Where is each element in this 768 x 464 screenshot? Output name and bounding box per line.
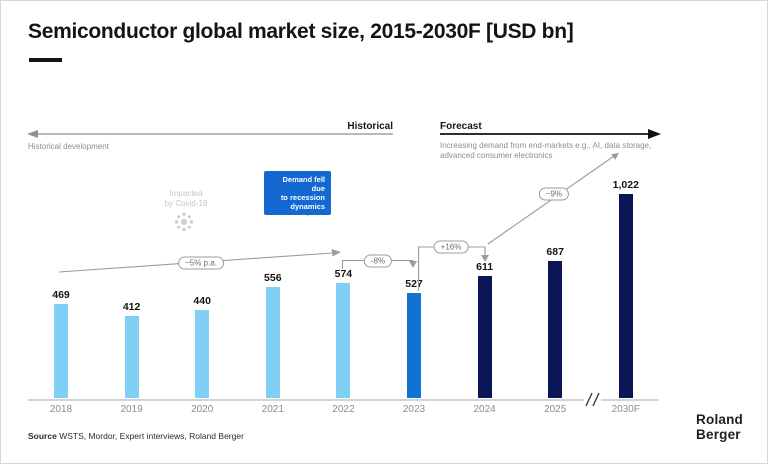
bar-2019 [124,315,139,398]
x-tick-2024: 2024 [473,404,496,415]
bar-value-label-2025: 687 [546,245,564,258]
bar-2023 [407,292,421,398]
logo-line1: Roland [696,412,743,427]
forecast-era-subtext-line2: advanced consumer electronics [440,150,553,160]
forecast-era-subtext: Increasing demand from end-markets e.g.,… [440,141,680,160]
bar-value-label-2022: 574 [334,268,353,281]
x-tick-2022: 2022 [332,404,355,415]
x-tick-2023: 2023 [402,404,426,415]
bar-value-label-2024: 611 [476,260,494,273]
bar-2030F [618,193,633,398]
x-tick-2025: 2025 [544,404,567,415]
bar-value-label-2020: 440 [193,295,211,307]
forecast-cagr-pill: ~9% [538,187,570,201]
source-text: WSTS, Mordor, Expert interviews, Roland … [59,431,244,441]
historical-era-label: Historical [347,121,393,132]
bar-2020 [195,310,210,398]
bar-2021 [265,286,280,398]
page-title: Semiconductor global market size, 2015-2… [28,20,574,43]
x-tick-2020: 2020 [191,404,214,415]
recession-callout-line3: dynamics [290,202,325,211]
recession-callout: Demand fell due to recession dynamics [264,171,331,215]
title-underline-dash [29,58,62,62]
forecast-era-label: Forecast [440,121,482,132]
recession-callout-line2: to recession [280,193,325,202]
bar-2022 [336,283,351,398]
forecast-era-subtext-line1: Increasing demand from end-markets e.g.,… [440,141,652,150]
bar-2025 [548,260,563,398]
bar-value-label-2030F: 1,022 [612,178,639,191]
x-tick-2021: 2021 [261,404,284,415]
x-tick-2019: 2019 [120,404,143,415]
bar-2024 [477,275,492,398]
bar-value-label-2018: 469 [52,289,70,302]
bar-value-label-2019: 412 [122,300,141,313]
historical-era-subtext: Historical development [28,142,109,151]
historical-cagr-pill: ~5% p.a. [178,256,224,270]
virus-icon [174,212,194,232]
axis-break-marks [584,392,601,407]
recession-callout-line1: Demand fell due [282,175,325,193]
bar-value-label-2021: 556 [264,271,282,284]
rebound-pill: +16% [433,240,469,254]
covid-annotation-line1: Impacted [169,189,203,198]
source-note: Source WSTS, Mordor, Expert interviews, … [28,431,244,441]
source-label: Source [28,431,57,441]
x-tick-2018: 2018 [49,404,73,415]
covid-annotation-line2: by Covid-19 [164,198,208,208]
logo-line2: Berger [696,426,741,442]
bar-2018 [54,304,68,398]
x-tick-2030F: 2030F [611,404,640,415]
roland-berger-logo: Roland Berger [696,412,743,442]
decline-pill: -8% [363,254,393,268]
covid-annotation: Impacted by Covid-19 [144,189,228,208]
bar-value-label-2023: 527 [405,277,423,290]
